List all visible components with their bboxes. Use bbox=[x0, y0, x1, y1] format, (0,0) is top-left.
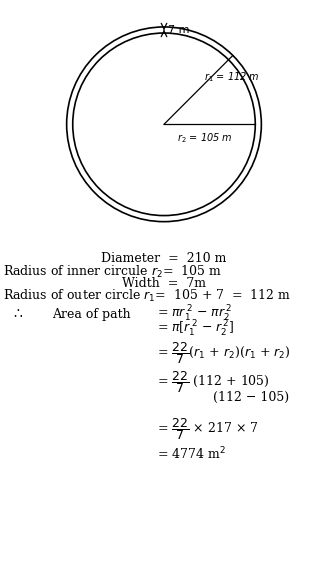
Text: ∴: ∴ bbox=[13, 307, 22, 321]
Text: $r_1$ = 112 m: $r_1$ = 112 m bbox=[204, 70, 260, 84]
Text: Radius of inner circule $r_2$=  105 m: Radius of inner circule $r_2$= 105 m bbox=[3, 264, 222, 280]
Text: $r_2$ = 105 m: $r_2$ = 105 m bbox=[177, 131, 233, 145]
Text: = $\dfrac{22}{7}$ (112 + 105): = $\dfrac{22}{7}$ (112 + 105) bbox=[157, 369, 270, 395]
Text: = $\dfrac{22}{7}$($r_1$ + $r_2$)($r_1$ + $r_2$): = $\dfrac{22}{7}$($r_1$ + $r_2$)($r_1$ +… bbox=[157, 340, 291, 366]
Text: Area of path: Area of path bbox=[52, 308, 131, 321]
Text: Width  =  7m: Width = 7m bbox=[122, 277, 206, 290]
Text: = $\pi r_1^{\,2}$ − $\pi r_2^{\,2}$: = $\pi r_1^{\,2}$ − $\pi r_2^{\,2}$ bbox=[157, 305, 233, 324]
Text: Radius of outer circle $r_1$=  105 + 7  =  112 m: Radius of outer circle $r_1$= 105 + 7 = … bbox=[3, 288, 291, 305]
Text: Diameter  =  210 m: Diameter = 210 m bbox=[101, 252, 227, 265]
Text: = 4774 m$^2$: = 4774 m$^2$ bbox=[157, 445, 227, 462]
Text: (112 − 105): (112 − 105) bbox=[213, 392, 289, 405]
Text: = $\dfrac{22}{7}$ × 217 × 7: = $\dfrac{22}{7}$ × 217 × 7 bbox=[157, 416, 259, 442]
Text: 7 m: 7 m bbox=[168, 25, 190, 35]
Text: = $\pi$[$r_1^{\,2}$ − $r_2^{\,2}$]: = $\pi$[$r_1^{\,2}$ − $r_2^{\,2}$] bbox=[157, 319, 235, 339]
